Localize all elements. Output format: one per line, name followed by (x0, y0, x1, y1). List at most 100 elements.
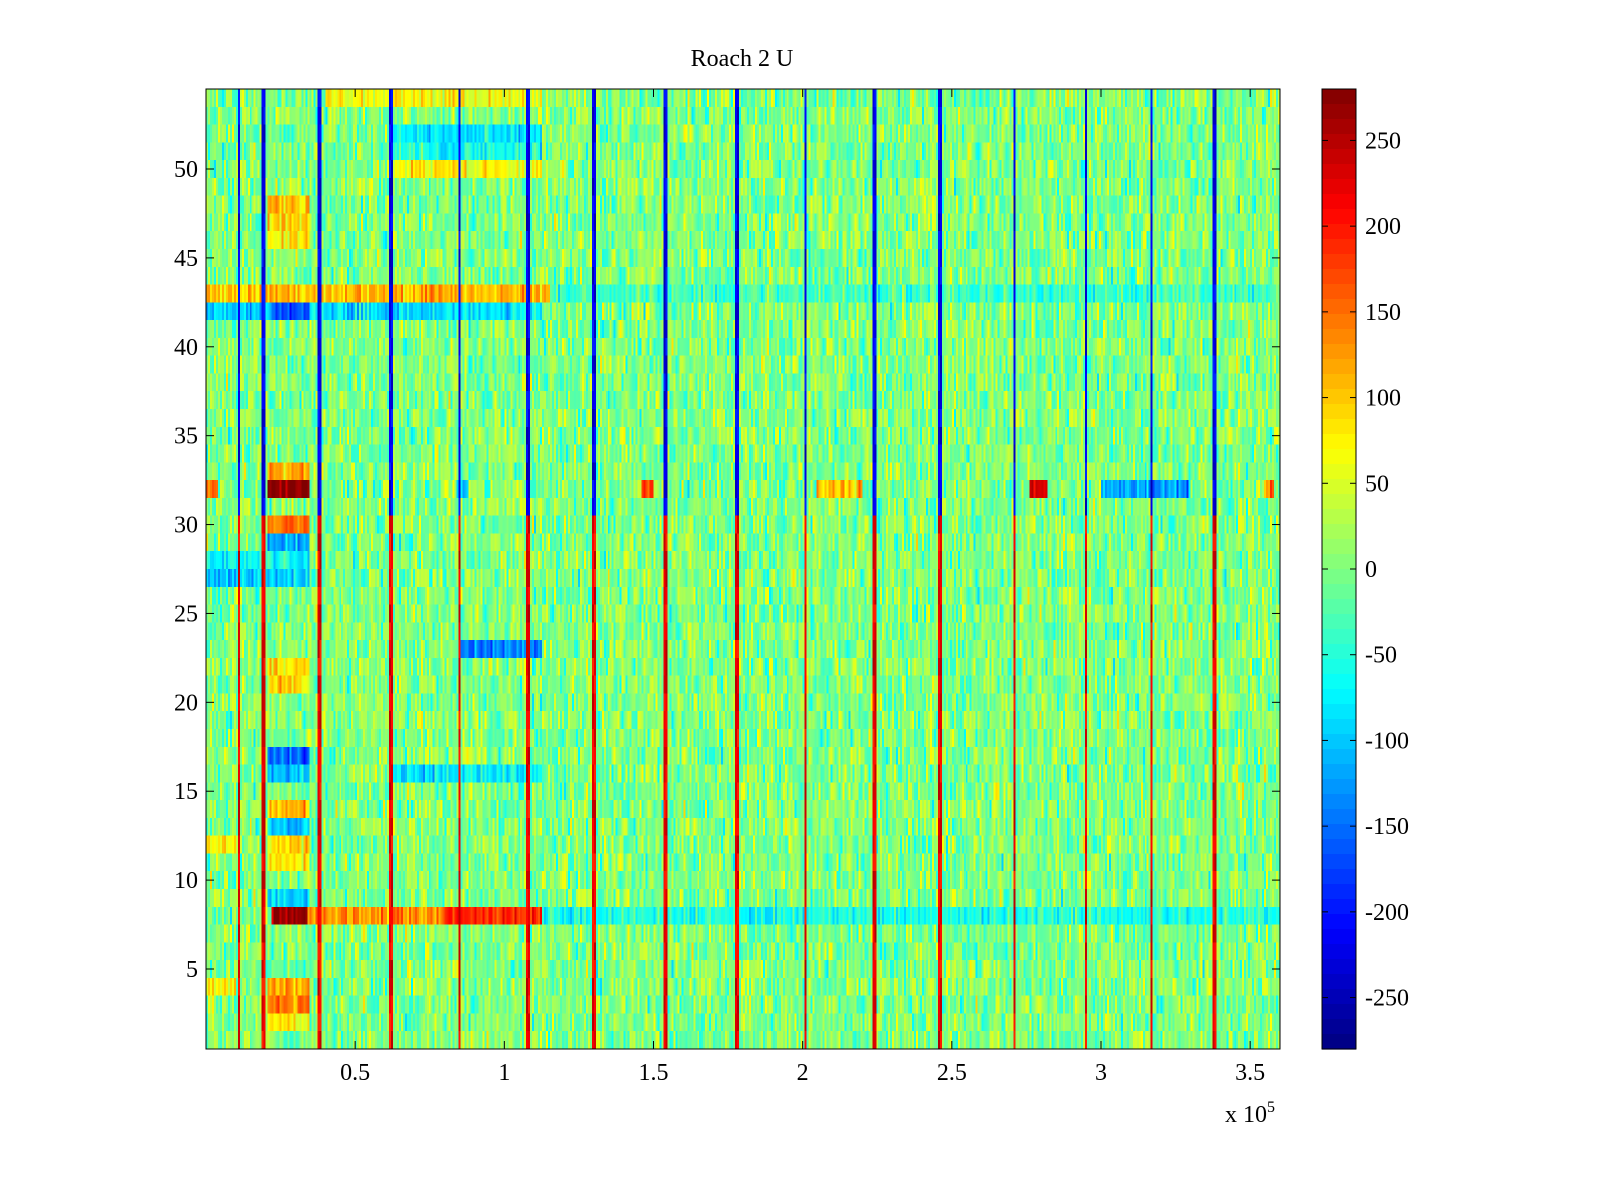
x-tick-label: 1.5 (639, 1060, 669, 1086)
colorbar-tick-label: 200 (1365, 214, 1401, 240)
colorbar-tick-label: -150 (1365, 814, 1409, 840)
colorbar-step (1322, 359, 1356, 375)
x-multiplier-base: x 10 (1225, 1102, 1267, 1128)
x-axis-multiplier: x 105 (1225, 1099, 1275, 1128)
x-multiplier-exponent: 5 (1267, 1099, 1275, 1116)
colorbar-step (1322, 779, 1356, 795)
colorbar-step (1322, 209, 1356, 225)
colorbar-step (1322, 449, 1356, 465)
colorbar-step (1322, 239, 1356, 255)
colorbar-step (1322, 719, 1356, 735)
y-tick-label: 5 (186, 957, 198, 983)
colorbar-step (1322, 344, 1356, 360)
y-tick-label: 15 (174, 779, 198, 805)
colorbar-step (1322, 599, 1356, 615)
y-tick-label: 30 (174, 513, 198, 539)
y-tick-label: 40 (174, 335, 198, 361)
colorbar-step (1322, 869, 1356, 885)
colorbar-step (1322, 629, 1356, 645)
heatmap-cells (206, 89, 1280, 1049)
colorbar-axis: 250 200 150 100 50 0 -50 -100 -150 -200 -250 (1322, 128, 1409, 1012)
colorbar-step (1322, 299, 1356, 315)
colorbar-step (1322, 989, 1356, 1005)
colorbar-step (1322, 614, 1356, 630)
colorbar-step (1322, 794, 1356, 810)
x-tick-label: 3.5 (1235, 1060, 1265, 1086)
colorbar-step (1322, 1004, 1356, 1020)
colorbar-step (1322, 284, 1356, 300)
colorbar-step (1322, 329, 1356, 345)
colorbar-step (1322, 749, 1356, 765)
colorbar-tick-label: 0 (1365, 557, 1377, 583)
colorbar (1321, 88, 1357, 1050)
colorbar-step (1322, 119, 1356, 135)
colorbar-step (1322, 419, 1356, 435)
colorbar-step (1322, 389, 1356, 405)
colorbar-step (1322, 764, 1356, 780)
colorbar-step (1322, 404, 1356, 420)
colorbar-step (1322, 569, 1356, 585)
colorbar-step (1322, 509, 1356, 525)
colorbar-tick-label: 250 (1365, 128, 1401, 154)
colorbar-step (1322, 689, 1356, 705)
colorbar-step (1322, 524, 1356, 540)
x-axis: 0.5 1 1.5 2 2.5 3 3.5 (340, 89, 1265, 1086)
colorbar-step (1322, 434, 1356, 450)
y-tick-label: 25 (174, 601, 198, 627)
colorbar-step (1322, 704, 1356, 720)
y-axis: 5 10 15 20 25 30 35 40 45 50 (174, 157, 1280, 983)
x-tick-label: 1 (498, 1060, 510, 1086)
colorbar-step (1322, 854, 1356, 870)
colorbar-step (1322, 179, 1356, 195)
colorbar-tick-label: 150 (1365, 300, 1401, 326)
plot-area (205, 88, 1281, 1050)
colorbar-step (1322, 884, 1356, 900)
colorbar-step (1322, 959, 1356, 975)
colorbar-step (1322, 899, 1356, 915)
y-tick-label: 50 (174, 157, 198, 183)
colorbar-step (1322, 674, 1356, 690)
colorbar-step (1322, 134, 1356, 150)
colorbar-tick-label: -50 (1365, 643, 1397, 669)
plot-frame (205, 88, 1281, 1050)
colorbar-step (1322, 164, 1356, 180)
y-tick-label: 10 (174, 868, 198, 894)
colorbar-step (1322, 839, 1356, 855)
colorbar-step (1322, 554, 1356, 570)
colorbar-tick-label: -100 (1365, 728, 1409, 754)
colorbar-tick-label: -200 (1365, 900, 1409, 926)
y-tick-label: 45 (174, 246, 198, 272)
colorbar-step (1322, 914, 1356, 930)
colorbar-step (1322, 974, 1356, 990)
colorbar-step (1322, 494, 1356, 510)
colorbar-step (1322, 584, 1356, 600)
colorbar-step (1322, 89, 1356, 105)
colorbar-step (1322, 929, 1356, 945)
colorbar-step (1322, 1019, 1356, 1035)
colorbar-step (1322, 149, 1356, 165)
chart-title: Roach 2 U (691, 46, 794, 72)
colorbar-tick-label: 100 (1365, 386, 1401, 412)
colorbar-step (1322, 224, 1356, 240)
colorbar-step (1322, 809, 1356, 825)
colorbar-step (1322, 734, 1356, 750)
x-tick-label: 0.5 (340, 1060, 370, 1086)
colorbar-tick-label: -250 (1365, 986, 1409, 1012)
colorbar-step (1322, 269, 1356, 285)
colorbar-step (1322, 539, 1356, 555)
y-tick-label: 20 (174, 690, 198, 716)
colorbar-step (1322, 944, 1356, 960)
colorbar-step (1322, 374, 1356, 390)
y-tick-label: 35 (174, 424, 198, 450)
colorbar-step (1322, 104, 1356, 120)
colorbar-step (1322, 824, 1356, 840)
x-tick-label: 2 (797, 1060, 809, 1086)
x-tick-label: 3 (1095, 1060, 1107, 1086)
colorbar-step (1322, 314, 1356, 330)
colorbar-step (1322, 644, 1356, 660)
colorbar-step (1322, 464, 1356, 480)
colorbar-step (1322, 254, 1356, 270)
colorbar-step (1322, 659, 1356, 675)
colorbar-step (1322, 1034, 1356, 1050)
